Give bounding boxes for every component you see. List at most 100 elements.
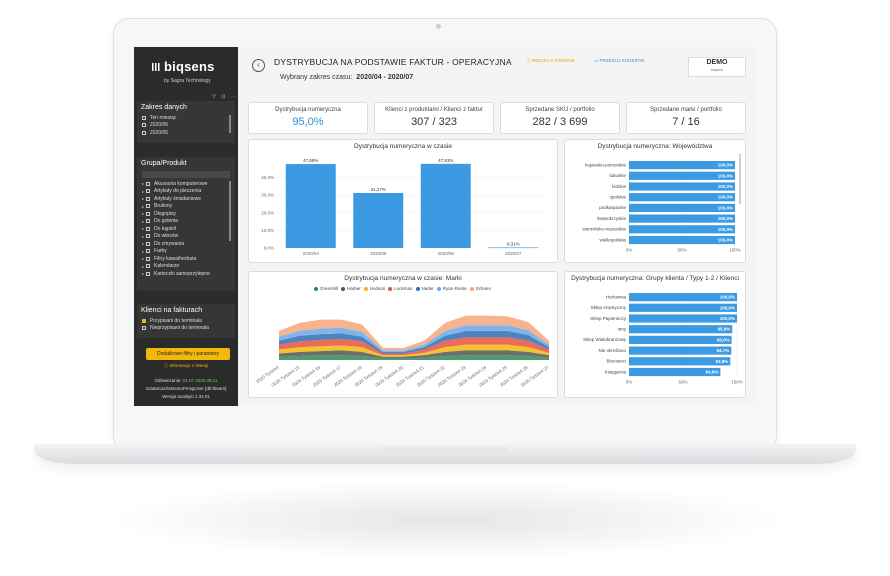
expand-icon[interactable]: ▸ xyxy=(142,248,145,254)
scrollbar[interactable] xyxy=(229,181,231,241)
checkbox[interactable] xyxy=(146,234,151,239)
legend-item[interactable]: Ryan-Runte xyxy=(436,286,468,291)
legend-item[interactable]: Schoen xyxy=(469,286,492,291)
category-label: Biurosieci xyxy=(606,359,626,364)
product-group-item[interactable]: ▸ Do włosów xyxy=(137,233,235,241)
legend-label: Harber xyxy=(346,286,361,291)
checkbox[interactable] xyxy=(142,326,146,331)
checkbox[interactable] xyxy=(146,271,151,276)
legend-item[interactable]: Lockman xyxy=(388,286,413,291)
back-button[interactable]: ‹ xyxy=(252,59,265,72)
legend-item[interactable]: Nader xyxy=(415,286,435,291)
checkbox-checked[interactable] xyxy=(142,318,146,323)
bar-value-label: 100,0% xyxy=(718,238,733,243)
product-group-item[interactable]: ▸ Filtry kawa/herbata xyxy=(137,255,235,263)
category-label: Hurtownia xyxy=(606,294,627,299)
legend-swatch xyxy=(363,286,368,291)
product-group-item[interactable]: ▸ Akcesoria komputerowe xyxy=(137,180,235,188)
bar xyxy=(629,367,721,377)
product-group-item[interactable]: ▸ Długopisy xyxy=(137,210,235,218)
y-tick-label: 20,0% xyxy=(261,210,274,215)
checkbox[interactable] xyxy=(146,241,151,246)
bar xyxy=(420,163,471,248)
product-group-item[interactable]: ▸ Do zmywania xyxy=(137,240,235,248)
checkbox[interactable] xyxy=(146,204,151,209)
client-option-assigned[interactable]: Przypisani do terminala xyxy=(137,317,235,325)
bar-value-label: 95,6% xyxy=(717,327,730,332)
chart-title: Dystrybucja numeryczna: Grupy klienta / … xyxy=(571,275,739,282)
additional-filters-button[interactable]: Dodatkowe filtry i parametry xyxy=(146,348,230,360)
client-option-unassigned[interactable]: Nieprzypisani do terminala xyxy=(137,325,235,333)
x-tick-label: 2020/06 xyxy=(438,251,455,256)
expand-icon[interactable]: ▸ xyxy=(142,188,145,194)
product-group-label: Karteczki samoprzylepne xyxy=(154,270,210,277)
laptop-notch xyxy=(382,447,508,453)
expand-icon[interactable]: ▸ xyxy=(142,196,145,202)
checkbox[interactable] xyxy=(146,189,151,194)
checkbox[interactable] xyxy=(146,196,151,201)
legend-item[interactable]: Greenhill xyxy=(313,286,339,291)
expand-icon[interactable]: ▸ xyxy=(142,218,145,224)
expand-icon[interactable]: ▸ xyxy=(142,226,145,232)
bar xyxy=(629,314,737,323)
expand-icon[interactable]: ▸ xyxy=(142,203,145,209)
product-group-item[interactable]: ▸ Karteczki samoprzylepne xyxy=(137,270,235,278)
product-group-item[interactable]: ▸ Kalendarze xyxy=(137,263,235,271)
scrollbar[interactable] xyxy=(229,115,231,133)
expand-icon[interactable]: ▸ xyxy=(142,241,145,247)
brands-card: Dystrybucja numeryczna w czasie: Marki G… xyxy=(248,271,558,398)
legend-item[interactable]: Harber xyxy=(340,286,362,291)
byline: by Sagra Technology xyxy=(164,78,211,84)
bar xyxy=(629,161,735,170)
filter-tools-icons[interactable]: ▽ ⊡ ⋯ xyxy=(212,94,238,100)
product-group-label: Bruliony xyxy=(154,203,173,210)
product-group-item[interactable]: ▸ Bruliony xyxy=(137,203,235,211)
product-group-label: Długopisy xyxy=(154,210,176,217)
legend-item[interactable]: Hudson xyxy=(363,286,387,291)
search-input[interactable] xyxy=(142,171,230,178)
expand-icon[interactable]: ▸ xyxy=(142,233,145,239)
expand-icon[interactable]: ▸ xyxy=(142,271,145,277)
product-group-item[interactable]: ▸ Farby xyxy=(137,248,235,256)
bar xyxy=(629,225,735,234)
date-option[interactable]: Ten miesiąc xyxy=(137,114,235,122)
product-group-panel: Grupa/Produkt ▸ Akcesoria komputerowe ▸ Art… xyxy=(137,157,235,291)
bar-value-label: 95,0% xyxy=(717,337,730,342)
expand-icon[interactable]: ▸ xyxy=(142,181,145,187)
date-option[interactable]: 2020/05 xyxy=(137,129,235,137)
laptop-shadow xyxy=(100,480,790,560)
send-feedback-link[interactable]: ▭ PRZEŚLIJ SUGESTIE xyxy=(594,58,645,63)
checkbox[interactable] xyxy=(142,115,146,120)
time-bar-chart: 0,0% 10,0% 20,0% 30,0% 40,0% 47,69% 2020/04 31,… xyxy=(261,158,547,256)
checkbox[interactable] xyxy=(146,211,151,216)
bar xyxy=(629,293,737,302)
bar xyxy=(629,346,732,355)
checkbox[interactable] xyxy=(142,123,146,128)
expand-icon[interactable]: ▸ xyxy=(142,263,145,269)
kpi-card: Klienci z produktami / Klienci z faktur … xyxy=(374,102,494,134)
product-group-label: Do zmywania xyxy=(154,240,185,247)
expand-icon[interactable]: ▸ xyxy=(142,256,145,262)
checkbox[interactable] xyxy=(146,264,151,269)
legend-swatch xyxy=(340,286,345,291)
product-group-label: Filtry kawa/herbata xyxy=(154,255,197,262)
product-group-item[interactable]: ▸ Artykuły śniadaniowe xyxy=(137,195,235,203)
checkbox[interactable] xyxy=(146,249,151,254)
checkbox[interactable] xyxy=(146,219,151,224)
product-group-item[interactable]: ▸ Artykuły do pieczenia xyxy=(137,188,235,196)
product-group-label: Akcesoria komputerowe xyxy=(154,180,208,187)
checkbox[interactable] xyxy=(146,181,151,186)
date-option[interactable]: 2020/06 xyxy=(137,122,235,130)
refresh-info: Odświeżanie: 01.07.2020 08:11 xyxy=(154,378,218,383)
legend-label: Greenhill xyxy=(319,286,338,291)
product-group-item[interactable]: ▸ Do golenia xyxy=(137,218,235,226)
version-info-link[interactable]: ⓘ Informacje o Wersji xyxy=(163,363,209,368)
product-group-item[interactable]: ▸ Do kąpieli xyxy=(137,225,235,233)
expand-icon[interactable]: ▸ xyxy=(142,211,145,217)
checkbox[interactable] xyxy=(146,226,151,231)
legend-swatch xyxy=(388,286,393,291)
checkbox[interactable] xyxy=(146,256,151,261)
about-page-link[interactable]: ⓘ WIĘCEJ O STRONIE xyxy=(526,58,575,63)
checkbox[interactable] xyxy=(142,130,146,135)
